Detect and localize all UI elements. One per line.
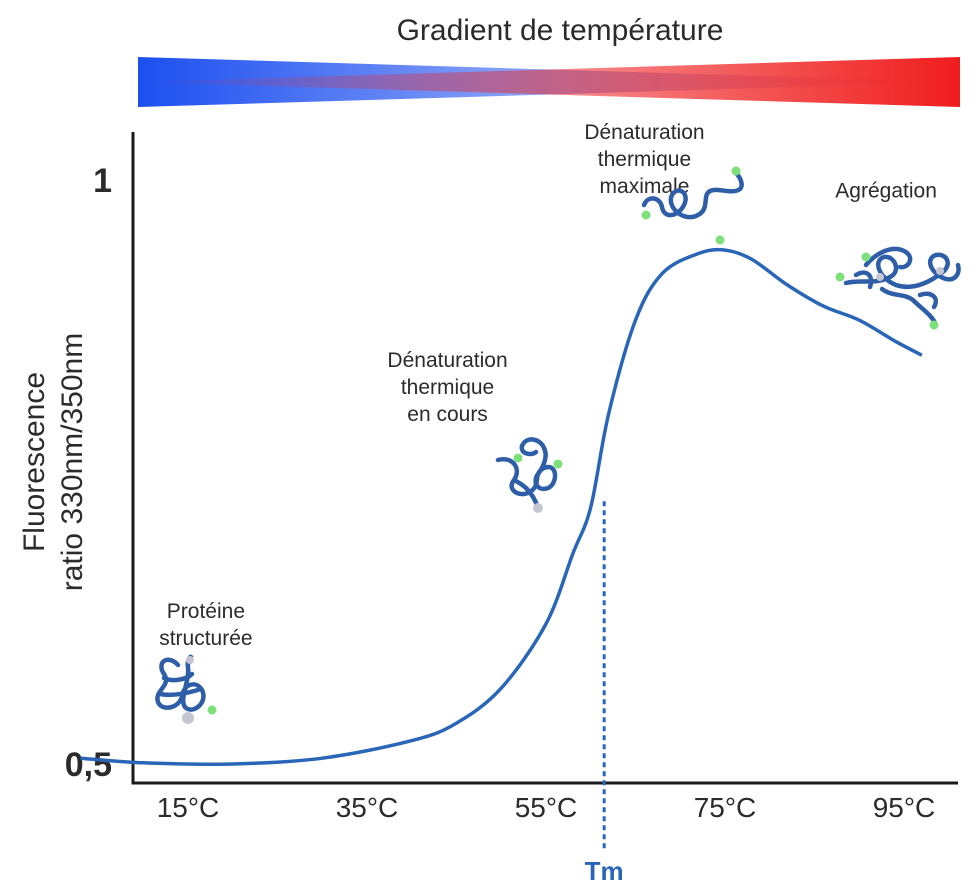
annotation-line: thermique [401,376,494,399]
green-fluorophore-dot [641,210,651,220]
chart-title: Gradient de température [397,14,724,47]
stage-annotation: Dénaturation thermique en cours [387,349,507,426]
annotation-line: structurée [159,627,252,650]
stage-annotation: Agrégation [835,180,937,203]
y-axis-label-line-2: ratio 330nm/350nm [56,333,89,592]
green-fluorophore-dot [835,272,845,282]
grey-residue-dot [533,503,543,513]
y-tick-label: 0,5 [65,746,112,784]
grey-residue-dot [186,656,194,664]
stage-annotation: Dénaturation thermique maximale [584,121,704,198]
annotation-line: Dénaturation [387,349,507,372]
grey-residue-dot [936,267,944,275]
green-fluorophore-dot [553,459,563,469]
annotation-line: thermique [598,148,691,171]
denaturing-protein-icon [495,437,563,513]
annotation-line: en cours [407,403,488,426]
green-fluorophore-dot [207,705,217,715]
y-tick-labels: 0,51 [65,162,112,784]
x-tick-label: 35°C [336,792,399,823]
temperature-gradient-bar [138,57,960,107]
annotation-line: Agrégation [835,180,937,203]
annotation-line: Dénaturation [584,121,704,144]
annotation-line: Protéine [167,600,245,623]
stage-annotations: Protéine structurée Dénaturation thermique e… [159,121,937,650]
green-fluorophore-dot [929,320,939,330]
x-tick-label: 15°C [157,792,220,823]
annotation-line: maximale [600,175,690,198]
grey-residue-dot [182,712,194,724]
unfolded-protein-icon [641,166,744,245]
green-fluorophore-dot [731,166,741,176]
green-fluorophore-dot [513,453,523,463]
stage-annotation: Protéine structurée [159,600,252,650]
structured-protein-icon [155,654,217,724]
x-tick-label: 75°C [694,792,757,823]
x-tick-label: 55°C [515,792,578,823]
x-tick-labels: 15°C 35°C 55°C 75°C 95°C [157,792,936,823]
aggregated-protein-icon [835,246,961,330]
hot-gradient-wedge [138,57,960,107]
grey-residue-dot [876,273,884,281]
y-tick-label: 1 [93,162,112,200]
chart-axes [131,132,958,785]
y-axis-label-line-1: Fluorescence [18,372,51,552]
tm-label: Tm [585,856,624,886]
green-fluorophore-dot [861,252,871,262]
green-fluorophore-dot [715,235,725,245]
x-tick-label: 95°C [873,792,936,823]
fluorescence-curve [80,247,923,767]
